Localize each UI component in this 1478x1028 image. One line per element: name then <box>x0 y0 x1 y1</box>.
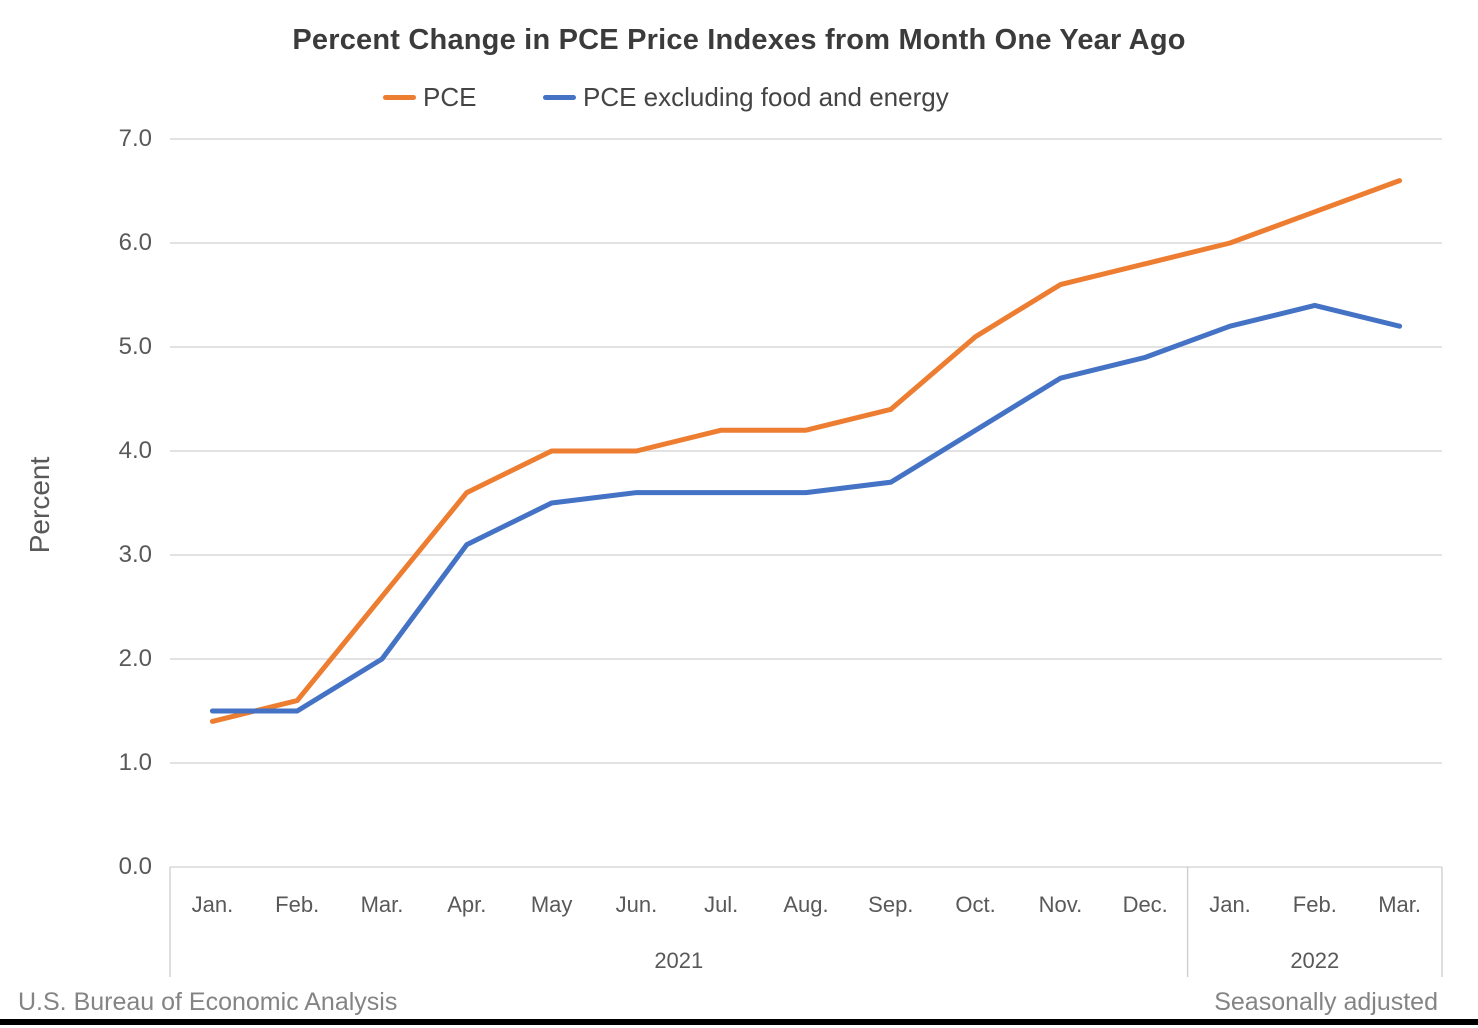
year-label: 2021 <box>654 948 704 973</box>
y-tick-label: 0.0 <box>118 853 152 880</box>
adjustment-note: Seasonally adjusted <box>1214 988 1438 1016</box>
x-tick-label: Jul. <box>704 892 739 917</box>
x-tick-label: Jun. <box>615 892 658 917</box>
y-tick-label: 5.0 <box>118 333 152 360</box>
x-tick-label: Dec. <box>1122 892 1168 917</box>
source-note: U.S. Bureau of Economic Analysis <box>18 988 398 1016</box>
year-label: 2022 <box>1290 948 1340 973</box>
y-tick-label: 2.0 <box>118 645 152 672</box>
series-line-pce <box>209 178 1403 724</box>
x-tick-label: Jan. <box>191 892 234 917</box>
legend-label-pce: PCE <box>423 81 477 112</box>
y-axis-title: Percent <box>24 456 55 554</box>
series-line-core-pce <box>209 302 1403 714</box>
legend-item-pce: PCE <box>383 82 476 112</box>
x-tick-label: May <box>530 892 573 917</box>
chart-title: Percent Change in PCE Price Indexes from… <box>292 24 1186 56</box>
legend-item-core-pce: PCE excluding food and energy <box>543 82 949 112</box>
x-tick-label: Apr. <box>447 892 487 917</box>
x-tick-label: Mar. <box>1378 892 1421 917</box>
x-tick-label: Oct. <box>955 892 996 917</box>
x-tick-label: Aug. <box>783 892 829 917</box>
y-tick-label: 3.0 <box>118 541 152 568</box>
x-tick-label: Mar. <box>360 892 404 917</box>
legend-swatch-pce-icon <box>383 94 416 100</box>
y-tick-label: 7.0 <box>118 125 152 152</box>
y-tick-label: 6.0 <box>118 229 152 256</box>
bottom-border-line <box>0 1019 1478 1025</box>
x-tick-label: Nov. <box>1038 892 1083 917</box>
y-tick-label: 1.0 <box>118 749 152 776</box>
legend-label-core-pce: PCE excluding food and energy <box>583 81 949 112</box>
y-tick-label: 4.0 <box>118 437 152 464</box>
x-tick-label: Feb. <box>275 892 320 917</box>
x-tick-label: Sep. <box>868 892 914 917</box>
legend-swatch-core-pce-icon <box>543 94 576 100</box>
x-tick-label: Jan. <box>1209 892 1251 917</box>
x-tick-label: Feb. <box>1292 892 1337 917</box>
